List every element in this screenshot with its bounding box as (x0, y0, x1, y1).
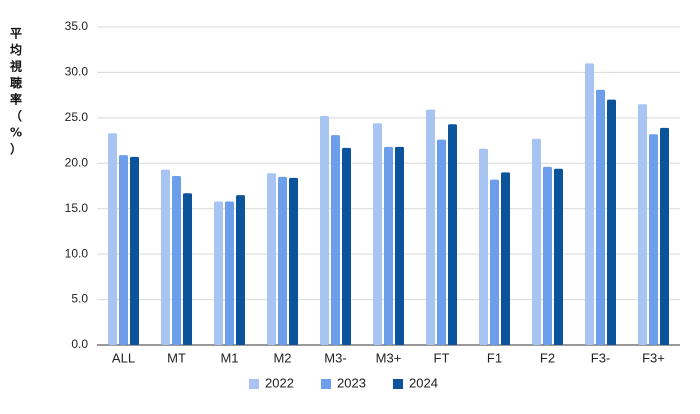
x-tick-label: MT (167, 350, 186, 365)
bar-2024-FT (448, 124, 457, 346)
bar-2023-FT (437, 139, 446, 345)
y-tick-label: 20.0 (65, 155, 89, 169)
x-tick-label: M1 (220, 350, 238, 365)
y-axis-ticks: 0.0 5.0 10.0 15.0 20.0 25.0 30.0 35.0 (65, 19, 89, 351)
bar-2022-M3- (320, 116, 329, 345)
bar-2022-ALL (108, 133, 117, 345)
x-tick-label: ALL (112, 350, 135, 365)
y-axis-label-char: 視 (9, 59, 22, 74)
y-tick-label: 25.0 (65, 110, 89, 124)
bar-2024-MT (183, 193, 192, 345)
bar-2022-F3+ (638, 104, 647, 345)
y-tick-label: 35.0 (65, 19, 89, 33)
bar-2024-F3+ (660, 127, 669, 345)
bar-2022-FT (426, 109, 435, 346)
bar-2024-ALL (130, 156, 139, 345)
bar-2022-F2 (532, 138, 541, 345)
bar-2022-F1 (479, 148, 488, 345)
bar-2022-F3- (585, 63, 594, 345)
bar-2023-F3+ (649, 134, 658, 345)
y-axis-label-char: 聴 (10, 75, 22, 90)
x-tick-label: F1 (487, 350, 502, 365)
y-axis-label-char: 平 (10, 27, 22, 41)
x-tick-label: F3+ (642, 350, 665, 365)
y-axis-label-char: 率 (10, 92, 22, 107)
x-tick-label: FT (434, 350, 450, 365)
bar-2023-M3- (331, 135, 340, 345)
y-tick-label: 30.0 (65, 65, 89, 79)
bar-2023-F1 (490, 179, 499, 345)
x-tick-label: F3- (591, 350, 611, 365)
bar-2022-M2 (267, 173, 276, 345)
legend-swatch-2022 (249, 379, 259, 389)
y-axis-label-char: 均 (10, 42, 22, 57)
y-tick-label: 15.0 (65, 201, 89, 215)
x-axis-ticks: ALL MT M1 M2 M3- M3+ FT F1 F2 F3- F3+ (112, 350, 665, 365)
bars (108, 63, 669, 346)
legend-label-2022: 2022 (265, 375, 294, 390)
legend-label-2024: 2024 (409, 375, 438, 390)
bar-2023-M3+ (384, 146, 393, 345)
bar-2024-M1 (236, 195, 245, 345)
y-tick-label: 5.0 (71, 292, 88, 306)
bar-2022-M1 (214, 201, 223, 345)
bar-2024-M3+ (395, 146, 404, 345)
bar-2023-M1 (225, 201, 234, 345)
bar-2024-M3- (342, 147, 351, 345)
bar-2024-F2 (554, 168, 563, 345)
y-tick-label: 10.0 (65, 246, 89, 260)
y-tick-label: 0.0 (71, 337, 88, 351)
bar-2023-ALL (119, 155, 128, 345)
y-axis-label-char: % (10, 126, 22, 140)
y-axis-label-char: （ (10, 108, 22, 123)
bar-2024-M2 (289, 177, 298, 345)
legend-swatch-2023 (321, 379, 331, 389)
bar-2022-M3+ (373, 123, 382, 346)
bar-2023-F3- (596, 89, 605, 345)
x-tick-label: M3- (324, 350, 346, 365)
bar-2023-MT (172, 176, 181, 345)
x-tick-label: F2 (540, 350, 555, 365)
legend-swatch-2024 (393, 379, 403, 389)
legend-label-2023: 2023 (337, 375, 366, 390)
legend: 2022 2023 2024 (249, 375, 438, 390)
bar-2024-F3- (607, 99, 616, 345)
bar-2023-F2 (543, 166, 552, 345)
x-tick-label: M3+ (376, 350, 402, 365)
x-tick-label: M2 (273, 350, 291, 365)
bar-2024-F1 (501, 172, 510, 345)
bar-2023-M2 (278, 176, 287, 345)
y-axis-label-char: ） (10, 141, 22, 156)
bar-2022-MT (161, 169, 170, 345)
